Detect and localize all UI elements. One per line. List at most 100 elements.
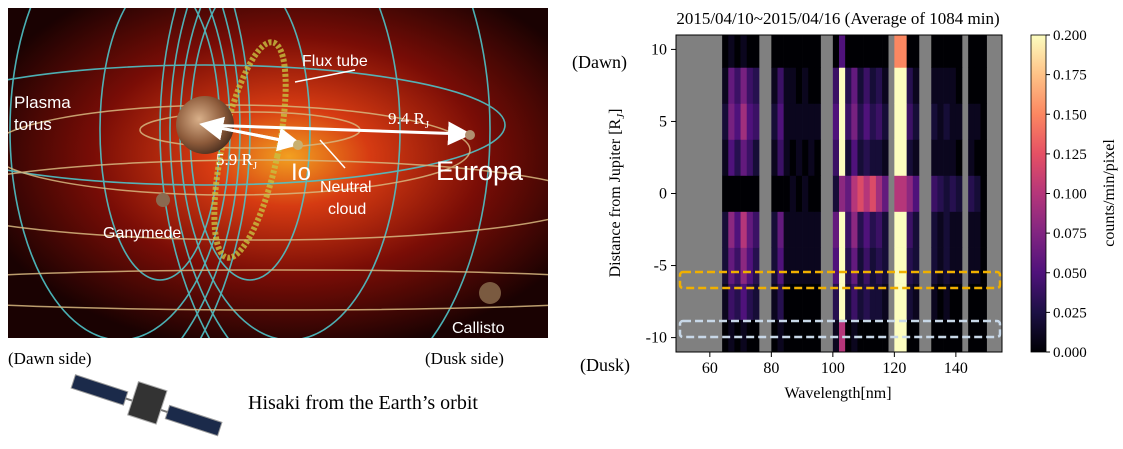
heat-cell xyxy=(790,35,796,68)
heat-cell xyxy=(802,35,808,68)
heat-cell xyxy=(728,212,734,248)
heat-cell xyxy=(814,139,820,175)
heat-cell xyxy=(913,67,919,103)
heat-cell xyxy=(901,248,907,284)
heat-cell xyxy=(808,248,814,284)
heat-cell xyxy=(753,67,759,103)
heat-cell xyxy=(974,212,980,248)
heat-cell xyxy=(771,139,777,175)
figure: Flux tube Plasma torus 9.4 RJ 5.9 RJ Io … xyxy=(0,0,1123,449)
heat-cell xyxy=(882,139,888,175)
heat-cell xyxy=(857,35,863,68)
heat-cell xyxy=(833,248,839,284)
heat-cell xyxy=(814,35,820,68)
heat-cell xyxy=(913,139,919,175)
heat-cell xyxy=(796,175,802,211)
heat-cell xyxy=(777,248,783,284)
heat-cell xyxy=(790,248,796,284)
heat-cell xyxy=(956,175,962,211)
heat-cell xyxy=(956,248,962,284)
heat-cell xyxy=(747,175,753,211)
heat-cell xyxy=(876,212,882,248)
heat-cell xyxy=(747,212,753,248)
heat-cell xyxy=(931,175,937,211)
label: Flux tube xyxy=(302,53,368,70)
heat-cell xyxy=(728,103,734,139)
heat-cell xyxy=(734,103,740,139)
heat-cell xyxy=(833,103,839,139)
heat-cell xyxy=(907,139,913,175)
heat-cell xyxy=(790,175,796,211)
heat-cell xyxy=(814,103,820,139)
heat-cell xyxy=(784,139,790,175)
heat-cell xyxy=(802,139,808,175)
heat-cell xyxy=(937,248,943,284)
heat-cell xyxy=(741,248,747,284)
heat-cell xyxy=(857,175,863,211)
heat-cell xyxy=(864,175,870,211)
heat-cell xyxy=(722,67,728,103)
heat-cell xyxy=(747,35,753,68)
heat-cell xyxy=(931,212,937,248)
y-tick-label: 10 xyxy=(651,41,667,58)
heat-cell xyxy=(753,212,759,248)
heat-cell xyxy=(974,35,980,68)
heat-cell xyxy=(950,175,956,211)
heat-cell xyxy=(753,139,759,175)
heat-cell xyxy=(851,248,857,284)
x-tick-label: 80 xyxy=(763,360,779,377)
heat-cell xyxy=(870,67,876,103)
heat-cell xyxy=(845,248,851,284)
heat-cell xyxy=(944,248,950,284)
heat-cell xyxy=(870,212,876,248)
heat-cell xyxy=(956,212,962,248)
heat-cell xyxy=(894,139,900,175)
heat-cell xyxy=(968,212,974,248)
heat-cell xyxy=(894,175,900,211)
heat-cell xyxy=(728,248,734,284)
heat-cell xyxy=(974,103,980,139)
heat-cell xyxy=(950,212,956,248)
heat-cell xyxy=(728,35,734,68)
heat-cell xyxy=(833,175,839,211)
heat-cell xyxy=(944,212,950,248)
heat-cell xyxy=(864,212,870,248)
colorbar-label: counts/min/pixel xyxy=(1101,139,1118,247)
heat-cell xyxy=(722,139,728,175)
heat-cell xyxy=(876,67,882,103)
heat-cell xyxy=(980,35,986,68)
heat-cell xyxy=(777,212,783,248)
colorbar-tick-label: 0.075 xyxy=(1053,226,1087,242)
heat-cell xyxy=(796,103,802,139)
label: cloud xyxy=(328,201,366,218)
heat-cell xyxy=(876,35,882,68)
y-tick-label: 0 xyxy=(659,186,667,203)
heat-cell xyxy=(777,35,783,68)
heat-cell xyxy=(808,35,814,68)
heat-cell xyxy=(901,212,907,248)
heat-cell xyxy=(808,67,814,103)
heat-cell xyxy=(950,103,956,139)
heat-cell xyxy=(796,212,802,248)
label: Hisaki from the Earth’s orbit xyxy=(248,392,478,414)
heat-cell xyxy=(734,35,740,68)
heat-cell xyxy=(864,248,870,284)
satellite-icon xyxy=(69,362,226,443)
label: (Dusk side) xyxy=(425,349,504,368)
heat-cell xyxy=(974,67,980,103)
heat-cell xyxy=(851,212,857,248)
heat-cell xyxy=(741,35,747,68)
heat-cell xyxy=(864,67,870,103)
heat-cell xyxy=(784,212,790,248)
heat-cell xyxy=(839,175,845,211)
heat-cell xyxy=(722,212,728,248)
heat-cell xyxy=(931,248,937,284)
heat-cell xyxy=(870,248,876,284)
heat-cell xyxy=(833,212,839,248)
heat-cell xyxy=(734,248,740,284)
heat-cell xyxy=(980,139,986,175)
heat-cell xyxy=(937,175,943,211)
heat-cell xyxy=(956,139,962,175)
heat-cell xyxy=(913,35,919,68)
heat-cell xyxy=(802,103,808,139)
